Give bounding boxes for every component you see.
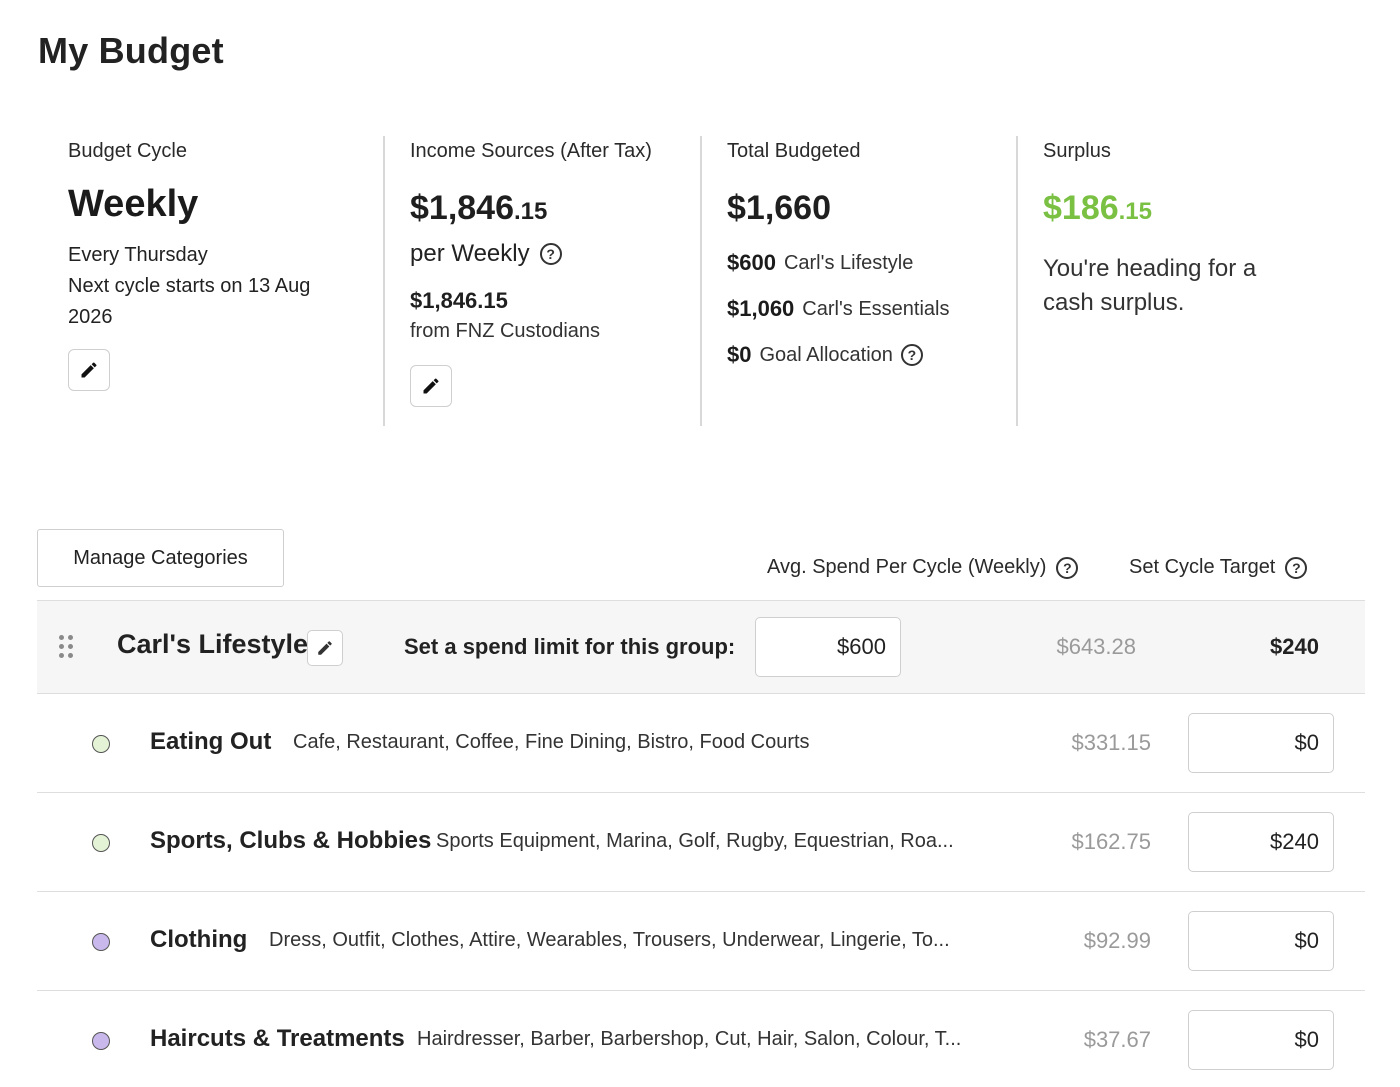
category-target-input[interactable] bbox=[1188, 1010, 1334, 1070]
avg-spend-header: Avg. Spend Per Cycle (Weekly)? bbox=[767, 556, 1079, 579]
pencil-icon bbox=[423, 378, 439, 394]
category-target-input[interactable] bbox=[1188, 713, 1334, 773]
category-keywords: Hairdresser, Barber, Barbershop, Cut, Ha… bbox=[417, 1028, 962, 1050]
drag-handle-icon[interactable] bbox=[59, 635, 73, 659]
category-avg-spend: $37.67 bbox=[1083, 1027, 1151, 1052]
category-color-dot bbox=[92, 834, 110, 852]
spend-limit-label: Set a spend limit for this group: bbox=[404, 634, 736, 659]
category-avg-spend: $162.75 bbox=[1071, 829, 1151, 854]
budget-summary: Budget Cycle Weekly Every Thursday Next … bbox=[38, 136, 1328, 426]
budget-item: $1,060 Carl's Essentials bbox=[727, 296, 950, 321]
edit-income-button[interactable] bbox=[410, 365, 452, 407]
budget-cycle-panel: Budget Cycle Weekly Every Thursday Next … bbox=[68, 136, 368, 426]
income-panel: Income Sources (After Tax) $1,846.15 per… bbox=[383, 136, 683, 426]
edit-cycle-button[interactable] bbox=[68, 349, 110, 391]
page-title: My Budget bbox=[38, 30, 224, 71]
category-name: Clothing bbox=[150, 926, 248, 953]
category-name: Eating Out bbox=[150, 728, 272, 755]
category-avg-spend: $331.15 bbox=[1071, 730, 1151, 755]
income-amount: $1,846.15 bbox=[410, 189, 548, 227]
budget-item: $0 Goal Allocation? bbox=[727, 332, 1000, 378]
edit-group-button[interactable] bbox=[307, 630, 343, 666]
help-icon[interactable]: ? bbox=[1285, 556, 1308, 579]
category-target-input[interactable] bbox=[1188, 812, 1334, 872]
help-icon[interactable]: ? bbox=[1056, 556, 1079, 579]
category-keywords: Sports Equipment, Marina, Golf, Rugby, E… bbox=[436, 830, 954, 852]
pencil-icon bbox=[318, 641, 332, 655]
category-color-dot bbox=[92, 735, 110, 753]
group-name: Carl's Lifestyle bbox=[117, 629, 309, 659]
total-budgeted-label: Total Budgeted bbox=[727, 140, 861, 162]
budget-cycle-value: Weekly bbox=[68, 183, 199, 225]
next-cycle-date: Next cycle starts on 13 Aug 2026 bbox=[68, 275, 311, 328]
spend-limit-input[interactable] bbox=[755, 617, 901, 677]
total-budgeted-amount: $1,660 bbox=[727, 189, 831, 227]
budget-item: $600 Carl's Lifestyle bbox=[727, 250, 914, 275]
group-avg-spend: $643.28 bbox=[1056, 634, 1136, 659]
category-avg-spend: $92.99 bbox=[1083, 928, 1151, 953]
category-keywords: Dress, Outfit, Clothes, Attire, Wearable… bbox=[269, 929, 950, 951]
income-source-amount: $1,846.15 bbox=[410, 288, 508, 313]
surplus-amount: $186.15 bbox=[1043, 189, 1153, 227]
budget-cycle-label: Budget Cycle bbox=[68, 140, 187, 162]
category-keywords: Cafe, Restaurant, Coffee, Fine Dining, B… bbox=[293, 731, 810, 753]
category-row: Eating Out Cafe, Restaurant, Coffee, Fin… bbox=[37, 694, 1365, 793]
surplus-message: You're heading for a cash surplus. bbox=[1043, 255, 1257, 316]
category-name: Sports, Clubs & Hobbies bbox=[150, 827, 432, 854]
pencil-icon bbox=[81, 362, 97, 378]
manage-categories-button[interactable]: Manage Categories bbox=[37, 529, 284, 587]
surplus-panel: Surplus $186.15 You're heading for a cas… bbox=[1016, 136, 1316, 426]
income-label: Income Sources (After Tax) bbox=[410, 140, 652, 162]
category-target-input[interactable] bbox=[1188, 911, 1334, 971]
help-icon[interactable]: ? bbox=[900, 344, 923, 366]
total-budgeted-panel: Total Budgeted $1,660 $600 Carl's Lifesty… bbox=[700, 136, 1000, 426]
category-row: Haircuts & Treatments Hairdresser, Barbe… bbox=[37, 991, 1365, 1087]
income-frequency: per Weekly bbox=[410, 240, 530, 267]
category-row: Sports, Clubs & Hobbies Sports Equipment… bbox=[37, 793, 1365, 892]
group-target: $240 bbox=[1270, 634, 1319, 659]
surplus-label: Surplus bbox=[1043, 140, 1111, 162]
category-row: Clothing Dress, Outfit, Clothes, Attire,… bbox=[37, 892, 1365, 991]
help-icon[interactable]: ? bbox=[539, 243, 562, 265]
category-name: Haircuts & Treatments bbox=[150, 1025, 405, 1052]
income-source-name: from FNZ Custodians bbox=[410, 320, 601, 342]
category-group-row: Carl's Lifestyle Set a spend limit for t… bbox=[37, 600, 1365, 694]
cycle-day: Every Thursday bbox=[68, 244, 208, 266]
category-color-dot bbox=[92, 933, 110, 951]
category-color-dot bbox=[92, 1032, 110, 1050]
set-cycle-target-header: Set Cycle Target? bbox=[1129, 556, 1308, 579]
